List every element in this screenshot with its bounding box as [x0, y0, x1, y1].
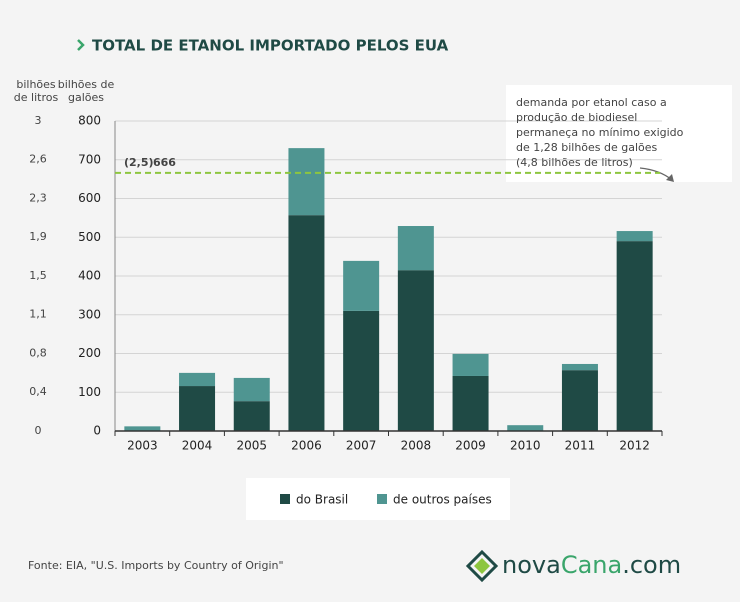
y-tick-label: 800: [78, 114, 101, 128]
reference-y2-label: (2,5): [124, 156, 154, 169]
bar-segment: [452, 375, 489, 431]
x-tick-label: 2010: [510, 439, 541, 453]
x-tick-label: 2005: [236, 439, 267, 453]
y2-tick-label: 1,9: [29, 230, 47, 243]
legend-swatch: [377, 494, 387, 504]
y-tick-label: 100: [78, 385, 101, 399]
y2-tick-label: 0: [35, 424, 42, 437]
y-tick-label: 700: [78, 152, 101, 166]
y2-tick-label: 3: [35, 114, 42, 127]
annotation: demanda por etanol caso a: [516, 96, 667, 109]
legend-swatch: [280, 494, 290, 504]
annotation: produção de biodiesel: [516, 111, 637, 124]
x-tick-label: 2012: [619, 439, 650, 453]
logo-icon: [465, 549, 499, 583]
logo: novaCana.com: [502, 551, 681, 579]
x-tick-label: 2004: [182, 439, 213, 453]
bar-segment: [179, 372, 216, 387]
legend-label: do Brasil: [296, 493, 348, 507]
bar-segment: [233, 377, 270, 402]
bar-segment: [561, 363, 598, 371]
x-tick-label: 2003: [127, 439, 158, 453]
y2-tick-label: 2,3: [29, 192, 47, 205]
y2-axis-label: bilhões: [16, 78, 56, 91]
bar-segment: [179, 386, 216, 431]
y-tick-label: 300: [78, 307, 101, 321]
bar-segment: [124, 426, 161, 431]
annotation: permaneça no mínimo exigido: [516, 126, 684, 139]
x-tick-label: 2008: [401, 439, 432, 453]
y2-tick-label: 1,1: [29, 308, 47, 321]
x-tick-label: 2006: [291, 439, 322, 453]
y-axis-label: bilhões de: [58, 78, 115, 91]
source: Fonte: EIA, "U.S. Imports by Country of …: [28, 559, 284, 572]
legend-label: de outros países: [393, 493, 492, 507]
y-axis-label: galões: [68, 91, 104, 104]
bar-segment: [397, 226, 434, 271]
y2-axis-label: de litros: [14, 91, 59, 104]
bar-segment: [616, 231, 653, 242]
title-icon: [77, 39, 85, 51]
annotation-box: [506, 85, 732, 182]
bar-segment: [616, 241, 653, 431]
bar-segment: [452, 353, 489, 376]
y-tick-label: 200: [78, 346, 101, 360]
annotation-arrowhead: [666, 174, 674, 182]
reference-label: 666: [153, 156, 176, 169]
x-tick-label: 2009: [455, 439, 486, 453]
bar-segment: [507, 425, 544, 431]
x-tick-label: 2011: [565, 439, 596, 453]
y2-tick-label: 2,6: [29, 153, 47, 166]
y-tick-label: 0: [93, 424, 101, 438]
y-tick-label: 500: [78, 230, 101, 244]
bar-segment: [233, 401, 270, 431]
chart-title: TOTAL DE ETANOL IMPORTADO PELOS EUA: [92, 37, 449, 55]
y2-tick-label: 0,4: [29, 385, 47, 398]
y-tick-label: 600: [78, 191, 101, 205]
bar-segment: [343, 310, 380, 431]
bar-segment: [288, 148, 325, 216]
bar-segment: [397, 270, 434, 431]
annotation: de 1,28 bilhões de galões: [516, 141, 658, 154]
annotation: (4,8 bilhões de litros): [516, 156, 633, 169]
bar-segment: [343, 260, 380, 311]
logo-icon-inner: [474, 558, 490, 574]
y2-tick-label: 0,8: [29, 347, 47, 360]
x-tick-label: 2007: [346, 439, 377, 453]
bar-segment: [288, 215, 325, 431]
bar-segment: [561, 370, 598, 431]
y-tick-label: 400: [78, 269, 101, 283]
y2-tick-label: 1,5: [29, 269, 47, 282]
